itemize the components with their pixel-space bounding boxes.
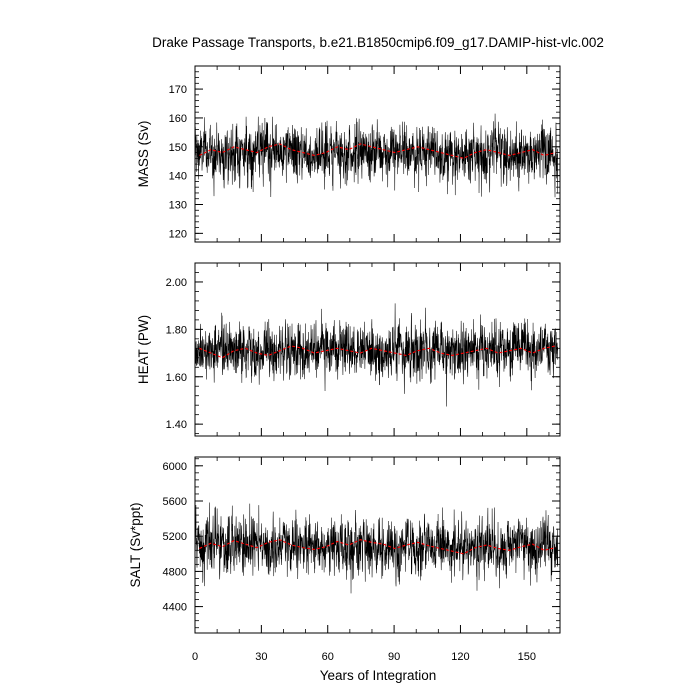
plot-frame <box>194 456 561 634</box>
panel-3: 4400 4800 5200 5600 6000 0 30 60 90 120 150 SALT (S… <box>128 456 561 663</box>
x-tick-label: 0 <box>192 651 198 663</box>
y-tick-label: 2.00 <box>166 277 187 289</box>
y-axis-title: HEAT (PW) <box>136 315 151 384</box>
x-tick-label: 60 <box>322 651 334 663</box>
panel-1: 120 130 140 150 160 170 MASS (Sv) <box>136 65 561 243</box>
series-monthly-line <box>195 502 559 594</box>
x-tick-label: 150 <box>518 651 536 663</box>
y-axis-title: MASS (Sv) <box>136 121 151 188</box>
y-tick-label: 1.60 <box>166 372 187 384</box>
y-tick-label: 130 <box>169 199 187 211</box>
y-tick-label: 5600 <box>163 496 187 508</box>
y-tick-label: 4400 <box>163 602 187 614</box>
plot-frame <box>194 262 561 437</box>
y-tick-label: 120 <box>169 228 187 240</box>
y-tick-label: 140 <box>169 171 187 183</box>
panels: 120 130 140 150 160 170 MASS (Sv) 1.40 1.60 1.80 2… <box>128 65 561 663</box>
plot-frame <box>194 65 561 243</box>
series-running-mean-line <box>199 345 556 359</box>
x-tick-label: 90 <box>388 651 400 663</box>
y-tick-label: 6000 <box>163 461 187 473</box>
x-axis-title: Years of Integration <box>320 668 437 683</box>
panel-2: 1.40 1.60 1.80 2.00 HEAT (PW) <box>136 262 561 437</box>
y-tick-label: 1.40 <box>166 419 187 431</box>
chart-title: Drake Passage Transports, b.e21.B1850cmi… <box>152 35 604 50</box>
series-monthly-line <box>195 303 559 407</box>
x-tick-label: 120 <box>451 651 469 663</box>
y-tick-label: 150 <box>169 142 187 154</box>
y-tick-label: 170 <box>169 84 187 96</box>
x-tick-label: 30 <box>255 651 267 663</box>
series-monthly-line <box>195 113 559 198</box>
y-tick-label: 160 <box>169 113 187 125</box>
y-tick-label: 4800 <box>163 566 187 578</box>
y-axis-title: SALT (Sv*ppt) <box>128 502 143 587</box>
y-tick-label: 5200 <box>163 531 187 543</box>
y-tick-label: 1.80 <box>166 324 187 336</box>
